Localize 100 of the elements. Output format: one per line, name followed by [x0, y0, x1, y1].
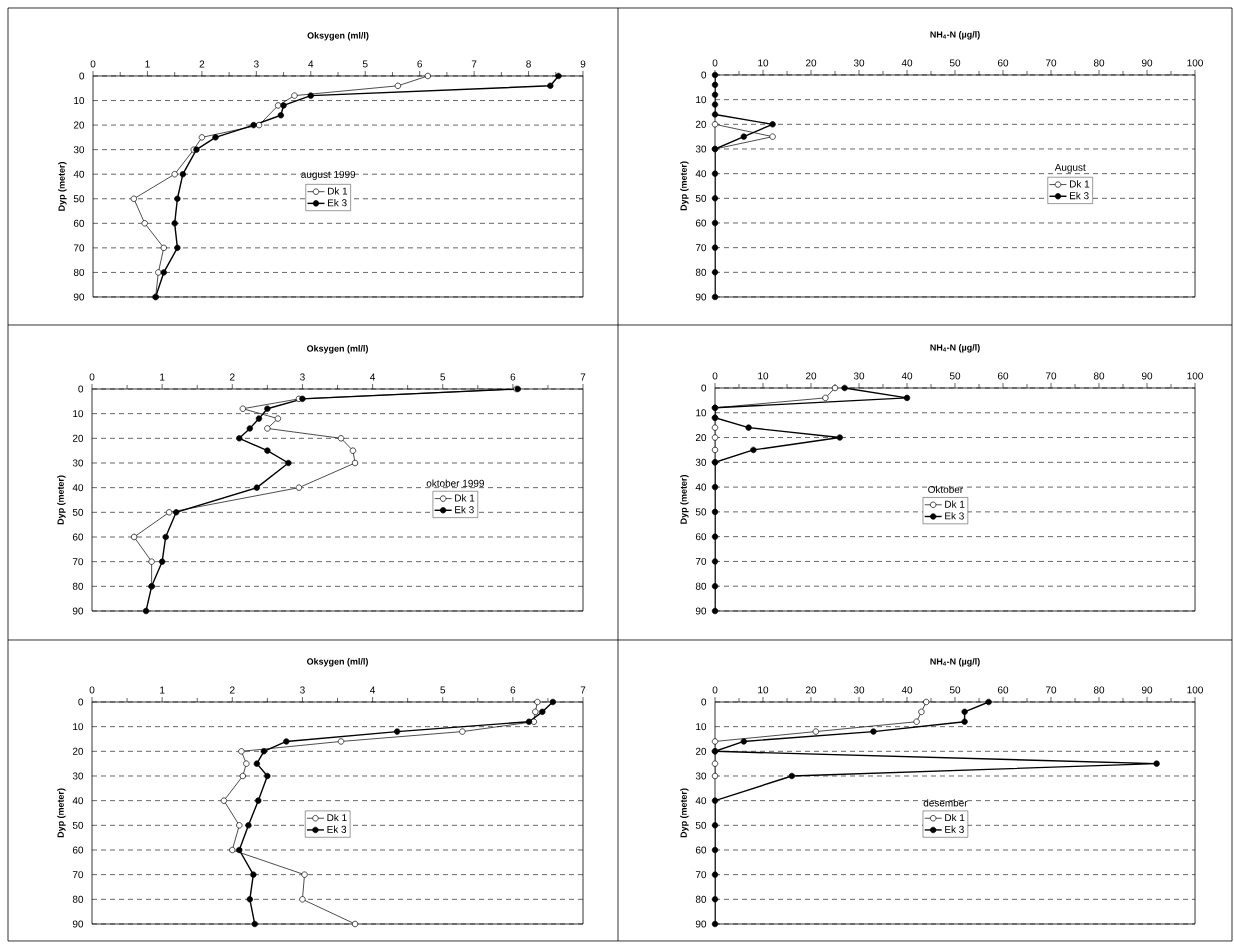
legend-label: Ek 3: [1069, 191, 1089, 200]
legend-label: Dk 1: [327, 187, 348, 195]
y-tick-label: 0: [701, 71, 707, 79]
x-tick-label: 20: [805, 372, 817, 380]
x-tick-label: 80: [1093, 59, 1105, 67]
legend-title: oktober 1999: [426, 479, 484, 487]
chart-title: NH$_{4}$-N (µg/l): [930, 658, 980, 667]
x-tick-label: 80: [1093, 686, 1105, 694]
y-tick-label: 50: [73, 195, 85, 203]
legend-label: Dk 1: [327, 813, 347, 822]
x-tick-label: 4: [370, 373, 376, 381]
x-tick-label: 2: [230, 373, 235, 381]
chart-title: Oksygen (ml/l): [306, 345, 368, 354]
y-tick-label: 20: [695, 120, 707, 128]
y-axis-title: Dyp (meter): [57, 475, 66, 525]
x-tick-label: 6: [510, 373, 516, 381]
y-tick-label: 30: [72, 772, 84, 780]
x-tick-label: 40: [901, 372, 913, 380]
x-tick-label: 10: [758, 59, 769, 67]
x-tick-label: 40: [901, 59, 913, 67]
x-tick-label: 50: [949, 686, 961, 694]
y-tick-label: 30: [695, 458, 707, 466]
y-tick-label: 40: [695, 797, 707, 805]
y-tick-label: 10: [696, 723, 707, 731]
y-axis-title: Dyp (meter): [680, 788, 689, 838]
y-tick-label: 30: [72, 459, 84, 467]
y-tick-label: 40: [73, 170, 85, 178]
y-tick-label: 0: [78, 698, 84, 706]
x-tick-label: 0: [712, 372, 718, 380]
x-tick-label: 30: [853, 686, 865, 694]
chart-title: NH$_{4}$-N (µg/l): [930, 31, 980, 40]
x-tick-label: 7: [580, 686, 586, 694]
x-tick-label: 0: [89, 373, 95, 381]
y-tick-label: 10: [696, 409, 707, 417]
x-tick-label: 100: [1187, 59, 1203, 67]
y-axis-title: Dyp (meter): [57, 788, 66, 838]
y-tick-label: 90: [695, 607, 707, 615]
y-tick-label: 50: [72, 821, 84, 829]
y-tick-label: 70: [695, 871, 707, 879]
x-tick-label: 4: [370, 686, 376, 694]
y-tick-label: 70: [695, 557, 707, 565]
x-tick-label: 90: [1141, 686, 1153, 694]
y-tick-label: 0: [701, 384, 707, 392]
y-tick-label: 20: [73, 121, 85, 129]
x-tick-label: 90: [1141, 59, 1153, 67]
legend-label: Dk 1: [945, 813, 965, 822]
y-tick-label: 50: [695, 194, 707, 202]
x-tick-label: 30: [853, 372, 865, 380]
legend-label: Dk 1: [945, 500, 965, 508]
y-tick-label: 0: [701, 698, 707, 706]
y-tick-label: 20: [72, 747, 84, 755]
y-tick-label: 80: [695, 268, 707, 276]
y-tick-label: 10: [696, 96, 707, 104]
legend-title: august 1999: [301, 170, 356, 180]
y-tick-label: 40: [72, 484, 84, 492]
y-tick-label: 30: [695, 772, 707, 780]
x-tick-label: 8: [526, 60, 531, 68]
legend-label: Dk 1: [455, 494, 475, 502]
legend-label: Ek 3: [945, 825, 964, 833]
y-tick-label: 70: [695, 244, 707, 252]
y-tick-label: 20: [695, 434, 707, 442]
x-tick-label: 5: [440, 373, 446, 381]
x-tick-label: 2: [230, 686, 235, 694]
x-tick-label: 20: [805, 59, 817, 67]
x-tick-label: 1: [160, 686, 165, 694]
x-tick-label: 40: [901, 686, 913, 694]
legend-title: August: [1054, 163, 1086, 173]
x-tick-label: 1: [145, 60, 150, 68]
x-tick-label: 3: [300, 373, 305, 381]
x-tick-label: 0: [89, 686, 95, 694]
y-tick-label: 90: [73, 293, 85, 301]
y-axis-title: Dyp (meter): [58, 162, 67, 211]
x-tick-label: 90: [1141, 372, 1153, 380]
x-tick-label: 0: [712, 686, 718, 694]
x-tick-label: 5: [440, 686, 446, 694]
x-tick-label: 100: [1187, 686, 1203, 694]
y-axis-title: Dyp (meter): [680, 161, 689, 211]
y-tick-label: 80: [695, 895, 707, 903]
y-tick-label: 20: [695, 747, 707, 755]
y-tick-label: 40: [695, 170, 707, 178]
x-tick-label: 7: [471, 60, 477, 68]
y-tick-label: 0: [78, 385, 84, 393]
x-tick-label: 9: [580, 60, 586, 68]
y-tick-label: 50: [695, 508, 707, 516]
y-tick-label: 60: [695, 533, 707, 541]
y-tick-label: 90: [72, 920, 84, 928]
chart-title: Oksygen (ml/l): [306, 658, 368, 667]
y-tick-label: 50: [72, 508, 84, 516]
x-tick-label: 70: [1045, 59, 1057, 67]
y-tick-label: 60: [72, 846, 84, 854]
y-tick-label: 80: [72, 895, 84, 903]
legend-label: Dk 1: [1069, 180, 1090, 188]
y-tick-label: 10: [73, 410, 84, 418]
x-tick-label: 10: [758, 372, 769, 380]
x-tick-label: 0: [90, 60, 96, 68]
x-tick-label: 60: [997, 372, 1009, 380]
x-tick-label: 2: [199, 60, 205, 68]
y-tick-label: 0: [79, 72, 85, 80]
x-tick-label: 5: [362, 60, 368, 68]
x-tick-label: 3: [253, 60, 259, 68]
